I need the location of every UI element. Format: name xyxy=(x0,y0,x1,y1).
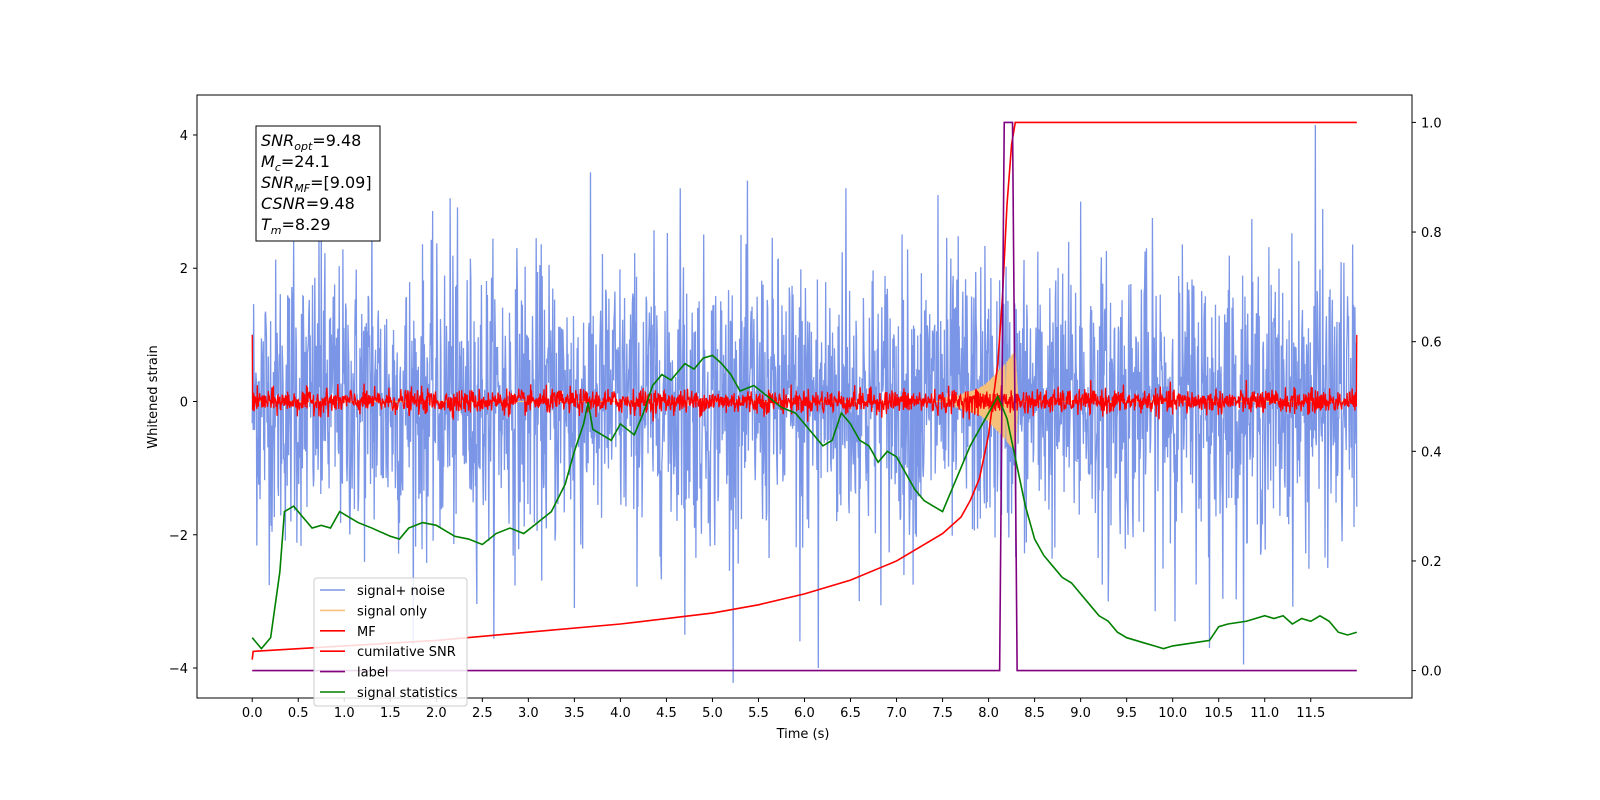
y2-tick-label: 0.6 xyxy=(1421,336,1442,351)
annotation-line: Mc=24.1 xyxy=(261,152,330,174)
x-tick-label: 6.5 xyxy=(840,706,861,721)
y-tick-label: 4 xyxy=(180,129,188,144)
legend-frame xyxy=(313,577,468,707)
y-axis: −4 −2 0 2 4 xyxy=(169,129,197,677)
y-tick-label: −2 xyxy=(169,529,188,544)
y2-tick-label: 0.4 xyxy=(1421,445,1442,460)
series-line-4 xyxy=(252,121,1357,672)
x-axis-title: Time (s) xyxy=(776,727,830,742)
annotation-line: CSNR=9.48 xyxy=(261,194,355,213)
x-tick-label: 5.5 xyxy=(748,706,769,721)
x-tick-label: 9.0 xyxy=(1070,706,1091,721)
x-tick-label: 11.5 xyxy=(1296,706,1325,721)
x-tick-label: 4.5 xyxy=(656,706,677,721)
x-tick-label: 3.0 xyxy=(518,706,539,721)
x-tick-label: 4.0 xyxy=(610,706,631,721)
annotation-line: Tm=8.29 xyxy=(261,215,331,237)
annotation-line: SNRMF=[9.09] xyxy=(261,173,372,195)
x-tick-label: 3.5 xyxy=(564,706,585,721)
annotation-line: SNRopt=9.48 xyxy=(261,131,361,153)
x-tick-label: 7.5 xyxy=(932,706,953,721)
legend-label: label xyxy=(357,666,388,681)
x-tick-label: 10.5 xyxy=(1204,706,1233,721)
legend-label: signal+ noise xyxy=(357,584,445,599)
y2-axis: 0.0 0.2 0.4 0.6 0.8 1.0 xyxy=(1412,116,1442,680)
series-line-0 xyxy=(251,124,1358,683)
legend-label: MF xyxy=(357,625,376,640)
annotation-frame xyxy=(255,125,381,242)
x-tick-label: 11.0 xyxy=(1250,706,1279,721)
y2-tick-label: 1.0 xyxy=(1421,116,1442,131)
y-tick-label: −4 xyxy=(169,662,188,677)
x-tick-label: 8.5 xyxy=(1024,706,1045,721)
x-tick-label: 10.0 xyxy=(1158,706,1187,721)
x-tick-label: 2.0 xyxy=(426,706,447,721)
x-tick-label: 0.5 xyxy=(288,706,309,721)
x-tick-label: 1.0 xyxy=(334,706,355,721)
y-tick-label: 0 xyxy=(180,395,188,410)
x-tick-label: 9.5 xyxy=(1116,706,1137,721)
x-tick-label: 2.5 xyxy=(472,706,493,721)
x-tick-label: 1.5 xyxy=(380,706,401,721)
x-tick-label: 6.0 xyxy=(794,706,815,721)
series-line-2 xyxy=(251,334,1358,422)
y-axis-title: Whitened strain xyxy=(146,345,161,448)
x-tick-label: 7.0 xyxy=(886,706,907,721)
x-axis: 0.0 0.5 1.0 1.5 2.0 2.5 3.0 3.5 4.0 4.5 5.0 5.5 6.0 6… xyxy=(242,698,1325,721)
y2-tick-label: 0.8 xyxy=(1421,226,1442,241)
x-tick-label: 5.0 xyxy=(702,706,723,721)
legend-label: cumilative SNR xyxy=(357,645,456,660)
legend-label: signal statistics xyxy=(357,686,458,701)
y2-tick-label: 0.0 xyxy=(1421,665,1442,680)
y-tick-label: 2 xyxy=(180,262,188,277)
legend-label: signal only xyxy=(357,604,427,619)
x-tick-label: 8.0 xyxy=(978,706,999,721)
x-tick-label: 0.0 xyxy=(242,706,263,721)
series-line-5 xyxy=(251,354,1357,650)
y2-tick-label: 0.2 xyxy=(1421,555,1442,570)
legend: signal+ noise signal only MF cumilative SNR… xyxy=(313,577,468,707)
